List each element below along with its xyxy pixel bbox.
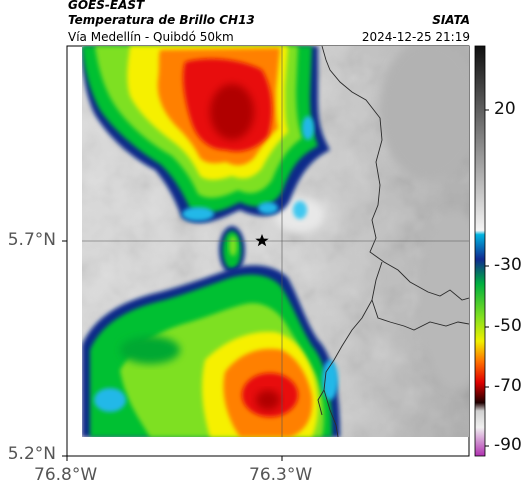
lon-tick-76-3: 76.3°W — [249, 465, 313, 485]
lon-tick-76-8: 76.8°W — [34, 465, 98, 485]
central-small-cell — [219, 226, 245, 274]
colorbar — [474, 45, 489, 457]
south-storm-cell — [82, 265, 340, 437]
satellite-label: GOES-EAST — [68, 0, 145, 12]
lat-tick-5-7: 5.7°N — [7, 230, 56, 250]
agency-label: SIATA — [432, 13, 470, 27]
colorbar-tick-minus90: -90 — [494, 435, 522, 455]
station-star-icon — [255, 234, 269, 247]
lat-tick-5-2: 5.2°N — [7, 444, 56, 464]
region-label: Vía Medellín - Quibdó 50km — [68, 30, 234, 44]
colorbar-tick-minus50: -50 — [494, 316, 522, 336]
colorbar-tick-minus70: -70 — [494, 376, 522, 396]
product-title: Temperatura de Brillo CH13 — [68, 13, 255, 27]
admin-boundaries — [317, 46, 469, 437]
north-storm-cell — [82, 46, 330, 224]
colorbar-tick-minus30: -30 — [494, 255, 522, 275]
imagery-layer — [82, 46, 469, 437]
datetime-label: 2024-12-25 21:19 — [361, 30, 470, 44]
colorbar-tick-20: 20 — [494, 99, 516, 119]
